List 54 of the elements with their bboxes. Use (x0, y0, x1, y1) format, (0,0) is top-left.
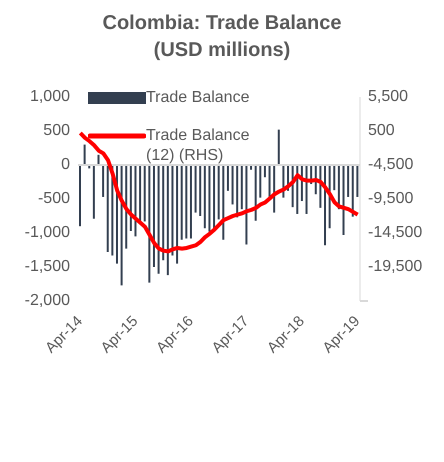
bar (226, 165, 229, 191)
bar (324, 165, 326, 246)
y-tick-label: -1,000 (24, 224, 70, 242)
bar (356, 165, 358, 197)
y2-tick-label: -4,500 (368, 156, 414, 174)
y2-tick-label: -19,500 (368, 258, 422, 276)
bar (79, 165, 81, 226)
y-tick-label: 0 (61, 156, 70, 174)
bar (306, 165, 308, 214)
bar (102, 165, 104, 197)
y-tick-label: 500 (43, 122, 70, 140)
bar (204, 165, 206, 228)
bar (84, 144, 86, 165)
legend-label: Trade Balance (146, 88, 250, 108)
y2-tick-label: 500 (368, 122, 395, 140)
bar (144, 165, 146, 222)
bar (92, 165, 95, 219)
bar (190, 165, 192, 238)
bar (278, 130, 280, 165)
y2-tick-label: -14,500 (368, 224, 422, 242)
bar (333, 165, 336, 190)
legend-label: Trade Balance (12) (RHS) (146, 126, 250, 166)
bar (106, 165, 109, 252)
bar (245, 165, 248, 245)
y2-tick-label: 5,500 (368, 88, 408, 106)
bar (218, 165, 220, 220)
bar (180, 165, 183, 240)
bar (152, 165, 155, 267)
y2-tick-label: -9,500 (368, 190, 414, 208)
chart-title: Colombia: Trade Balance (USD millions) (102, 11, 342, 63)
bar (171, 165, 174, 256)
bar (199, 165, 202, 216)
bar (162, 165, 164, 260)
bar (208, 165, 210, 232)
bar (232, 165, 234, 204)
bar (342, 165, 345, 236)
bar (158, 165, 160, 274)
bar (125, 165, 128, 249)
y-tick-label: -1,500 (24, 258, 70, 276)
bar (176, 165, 178, 264)
bar (166, 165, 169, 276)
bar (185, 165, 188, 238)
bar (134, 165, 136, 236)
bar (259, 165, 262, 198)
y-tick-label: -2,000 (24, 292, 70, 310)
bar (120, 165, 123, 286)
bar (194, 165, 197, 213)
bar (240, 165, 243, 210)
y-tick-label: -500 (38, 190, 70, 208)
bar (148, 165, 150, 283)
bar (264, 165, 266, 178)
bar (347, 165, 350, 197)
y-tick-label: 1,000 (30, 88, 70, 106)
bar (139, 165, 142, 223)
